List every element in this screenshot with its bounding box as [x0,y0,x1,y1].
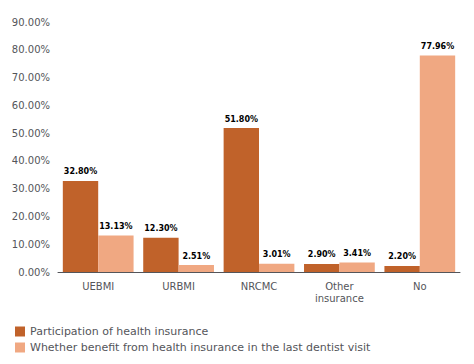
svg-text:2.90%: 2.90% [308,250,336,259]
svg-text:No: No [413,281,427,292]
svg-text:20.00%: 20.00% [12,211,50,222]
svg-text:50.00%: 50.00% [12,128,50,139]
svg-text:Whether benefit from health in: Whether benefit from health insurance in… [30,341,371,354]
svg-text:UEBMI: UEBMI [82,281,114,292]
svg-text:80.00%: 80.00% [12,44,50,55]
svg-text:3.41%: 3.41% [343,249,371,258]
svg-text:30.00%: 30.00% [12,183,50,194]
svg-text:90.00%: 90.00% [12,17,50,28]
svg-text:URBMI: URBMI [162,281,195,292]
svg-text:2.51%: 2.51% [182,252,210,261]
svg-text:32.80%: 32.80% [64,167,97,176]
svg-text:77.96%: 77.96% [421,42,454,51]
svg-text:Other: Other [325,281,354,292]
svg-text:13.13%: 13.13% [99,222,132,231]
svg-text:2.20%: 2.20% [388,252,416,261]
svg-text:40.00%: 40.00% [12,155,50,166]
svg-text:0.00%: 0.00% [18,267,50,278]
svg-text:60.00%: 60.00% [12,100,50,111]
svg-text:10.00%: 10.00% [12,239,50,250]
svg-text:NRCMC: NRCMC [241,281,278,292]
svg-text:70.00%: 70.00% [12,72,50,83]
svg-text:Participation of health insura: Participation of health insurance [30,325,209,338]
svg-text:3.01%: 3.01% [263,250,291,259]
svg-text:insurance: insurance [315,293,364,304]
svg-text:51.80%: 51.80% [225,115,258,124]
svg-text:12.30%: 12.30% [144,224,177,233]
